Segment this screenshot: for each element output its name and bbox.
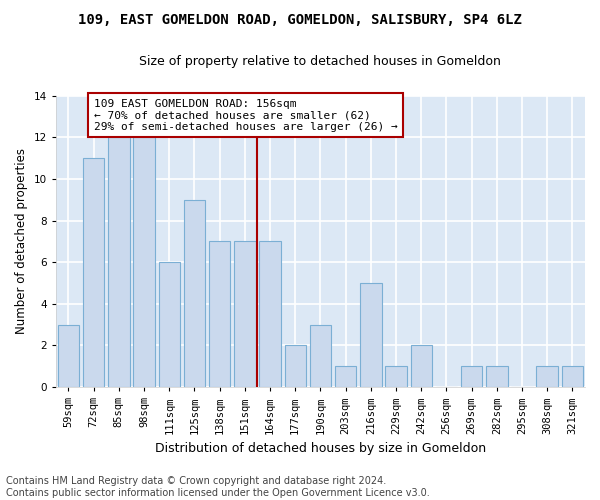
Bar [562, 366, 583, 387]
Bar [385, 366, 407, 387]
Text: Contains HM Land Registry data © Crown copyright and database right 2024.
Contai: Contains HM Land Registry data © Crown c… [6, 476, 430, 498]
Text: 109 EAST GOMELDON ROAD: 156sqm
← 70% of detached houses are smaller (62)
29% of : 109 EAST GOMELDON ROAD: 156sqm ← 70% of … [94, 98, 397, 132]
Bar [184, 200, 205, 387]
Bar [310, 324, 331, 387]
X-axis label: Distribution of detached houses by size in Gomeldon: Distribution of detached houses by size … [155, 442, 486, 455]
Bar [536, 366, 558, 387]
Bar [284, 346, 306, 387]
Y-axis label: Number of detached properties: Number of detached properties [15, 148, 28, 334]
Bar [461, 366, 482, 387]
Bar [108, 137, 130, 387]
Title: Size of property relative to detached houses in Gomeldon: Size of property relative to detached ho… [139, 55, 502, 68]
Bar [360, 283, 382, 387]
Bar [259, 242, 281, 387]
Bar [209, 242, 230, 387]
Bar [83, 158, 104, 387]
Bar [486, 366, 508, 387]
Bar [158, 262, 180, 387]
Bar [335, 366, 356, 387]
Bar [133, 137, 155, 387]
Bar [410, 346, 432, 387]
Bar [234, 242, 256, 387]
Text: 109, EAST GOMELDON ROAD, GOMELDON, SALISBURY, SP4 6LZ: 109, EAST GOMELDON ROAD, GOMELDON, SALIS… [78, 12, 522, 26]
Bar [58, 324, 79, 387]
